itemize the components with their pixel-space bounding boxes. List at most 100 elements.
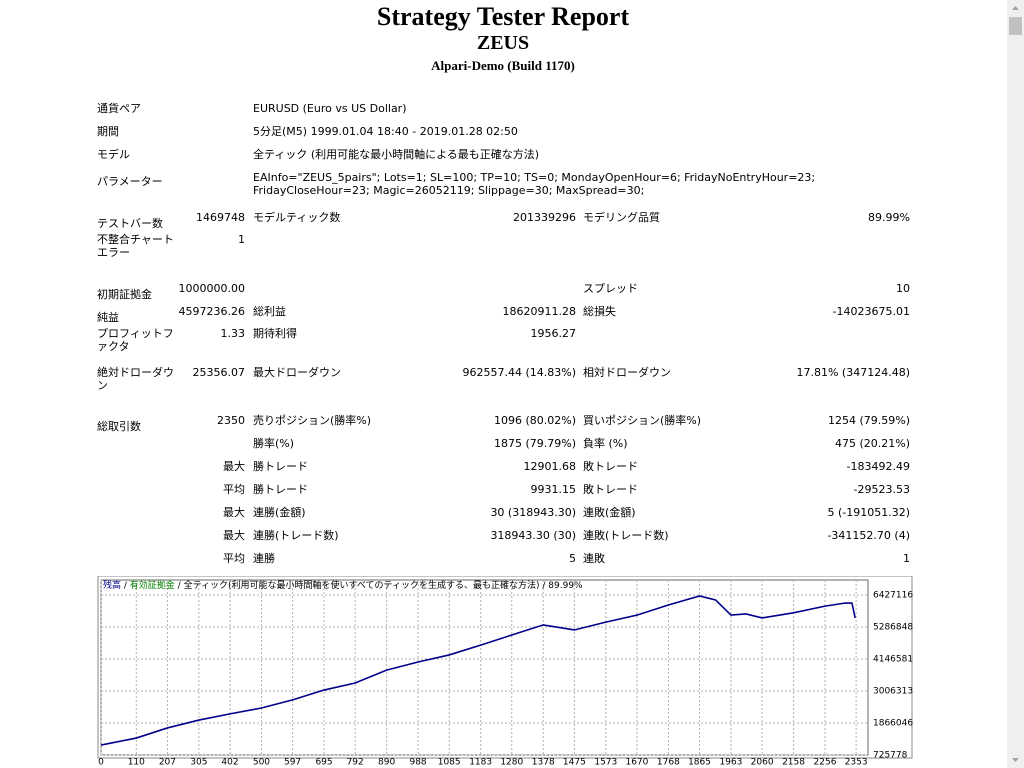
- y-tick-label: 5286848: [873, 622, 913, 632]
- scrollbar-graphics: [1009, 6, 1022, 762]
- stat-label: 期待利得: [253, 327, 297, 340]
- stat-label: 連敗: [583, 552, 605, 565]
- x-tick-label: 1378: [532, 758, 555, 768]
- stat-value: 最大: [223, 529, 245, 542]
- legend-separator: /: [121, 581, 130, 591]
- legend-entry: 全ティック(利用可能な最小時間軸を使いすべてのティックを生成する、最も正確な方法…: [184, 579, 540, 591]
- stat-label: 連勝(金額): [253, 506, 306, 519]
- stat-value: 18620911.28: [502, 305, 576, 318]
- stat-value: 89.99%: [868, 211, 910, 224]
- stat-value: 最大: [223, 506, 245, 519]
- stat-label: 買いポジション(勝率%): [583, 414, 702, 427]
- stat-value: 1: [238, 233, 245, 246]
- x-tick-label: 207: [159, 758, 176, 768]
- stat-label: 絶対ドローダウン: [97, 366, 174, 392]
- y-tick-label: 725778: [873, 751, 908, 761]
- stat-label: モデリング品質: [583, 211, 660, 224]
- legend-entry: 残高: [103, 579, 121, 591]
- stat-label: 連勝(トレード数): [253, 529, 339, 542]
- stat-value: 1: [903, 552, 910, 565]
- x-tick-label: 695: [315, 758, 332, 768]
- stat-label: 売りポジション(勝率%): [253, 414, 372, 427]
- stat-value: 平均: [223, 483, 245, 496]
- x-tick-label: 2353: [845, 758, 868, 768]
- stat-value: 25356.07: [192, 366, 246, 379]
- stat-label: テストバー数: [97, 217, 163, 230]
- stat-value: -14023675.01: [832, 305, 910, 318]
- stat-label: 最大ドローダウン: [253, 366, 341, 379]
- stat-label: プロフィットファクタ: [97, 327, 174, 353]
- server-build: Alpari-Demo (Build 1170): [431, 58, 575, 73]
- stat-value: 30 (318943.30): [490, 506, 576, 519]
- stat-value: 10: [896, 282, 910, 295]
- expert-name: ZEUS: [476, 32, 530, 54]
- legend-separator: /: [175, 581, 184, 591]
- scroll-up[interactable]: [1012, 6, 1019, 10]
- x-tick-label: 2060: [751, 758, 774, 768]
- stat-value: 平均: [223, 552, 245, 565]
- stat-value: 5 (-191051.32): [827, 506, 910, 519]
- stat-label: 不整合チャートエラー: [97, 233, 174, 259]
- x-tick-label: 110: [128, 758, 145, 768]
- stat-value: 1096 (80.02%): [493, 414, 576, 427]
- scroll-thumb[interactable]: [1009, 17, 1022, 35]
- stat-value: 1000000.00: [178, 282, 245, 295]
- legend-entry: 89.99%: [548, 581, 583, 591]
- stat-label: 総損失: [583, 305, 616, 318]
- stat-label: 連敗(金額): [583, 506, 636, 519]
- y-tick-label: 1866046: [873, 718, 913, 728]
- stat-label: 敗トレード: [583, 460, 638, 473]
- stat-value: 1254 (79.59%): [827, 414, 910, 427]
- scrollbar[interactable]: [1007, 0, 1024, 768]
- stat-value: 475 (20.21%): [834, 437, 910, 450]
- stat-label: 負率 (%): [583, 437, 628, 450]
- stat-value: 1.33: [220, 327, 246, 340]
- x-tick-label: 1475: [563, 758, 586, 768]
- x-tick-label: 402: [221, 758, 238, 768]
- x-tick-label: 988: [409, 758, 426, 768]
- stat-value: -183492.49: [846, 460, 910, 473]
- x-tick-label: 1280: [500, 758, 523, 768]
- info-value: 全ティック (利用可能な最小時間軸による最も正確な方法): [253, 148, 540, 161]
- stat-label: 相対ドローダウン: [583, 366, 671, 379]
- x-tick-label: 2256: [814, 758, 837, 768]
- x-tick-label: 1963: [720, 758, 743, 768]
- stat-label: 勝率(%): [253, 437, 295, 450]
- stat-value: 17.81% (347124.48): [796, 366, 910, 379]
- scroll-down[interactable]: [1012, 758, 1019, 762]
- x-tick-label: 1670: [625, 758, 648, 768]
- stat-label: スプレッド: [583, 282, 638, 295]
- stat-value: 12901.68: [523, 460, 577, 473]
- info-label: パラメーター: [97, 175, 163, 188]
- y-tick-label: 6427116: [873, 590, 913, 600]
- stat-label: 勝トレード: [253, 483, 308, 496]
- stat-label: 連勝: [253, 552, 275, 565]
- stat-value: 201339296: [513, 211, 576, 224]
- stat-label: モデルティック数: [253, 211, 341, 224]
- x-tick-label: 500: [253, 758, 270, 768]
- info-label: 通貨ペア: [97, 102, 141, 115]
- x-tick-label: 1085: [438, 758, 461, 768]
- stat-value: 5: [569, 552, 576, 565]
- stat-value: 1469748: [196, 211, 245, 224]
- x-tick-label: 2158: [782, 758, 805, 768]
- info-value: EURUSD (Euro vs US Dollar): [253, 102, 407, 115]
- y-tick-label: 3006313: [873, 686, 913, 696]
- legend-entry: 有効証拠金: [130, 579, 175, 591]
- stat-value: 9931.15: [530, 483, 577, 496]
- x-tick-label: 1183: [469, 758, 492, 768]
- stat-label: 連敗(トレード数): [583, 529, 669, 542]
- stat-label: 純益: [97, 311, 119, 324]
- stat-value: 962557.44 (14.83%): [462, 366, 576, 379]
- x-tick-label: 1573: [594, 758, 617, 768]
- info-value: 5分足(M5) 1999.01.04 18:40 - 2019.01.28 02…: [253, 125, 518, 138]
- x-tick-label: 792: [347, 758, 364, 768]
- stat-label: 総取引数: [97, 420, 141, 433]
- x-tick-label: 1865: [688, 758, 711, 768]
- stat-label: 初期証拠金: [97, 288, 152, 301]
- stat-value: 最大: [223, 460, 245, 473]
- stat-label: 総利益: [253, 305, 286, 318]
- stat-value: 2350: [217, 414, 245, 427]
- stat-value: -29523.53: [853, 483, 910, 496]
